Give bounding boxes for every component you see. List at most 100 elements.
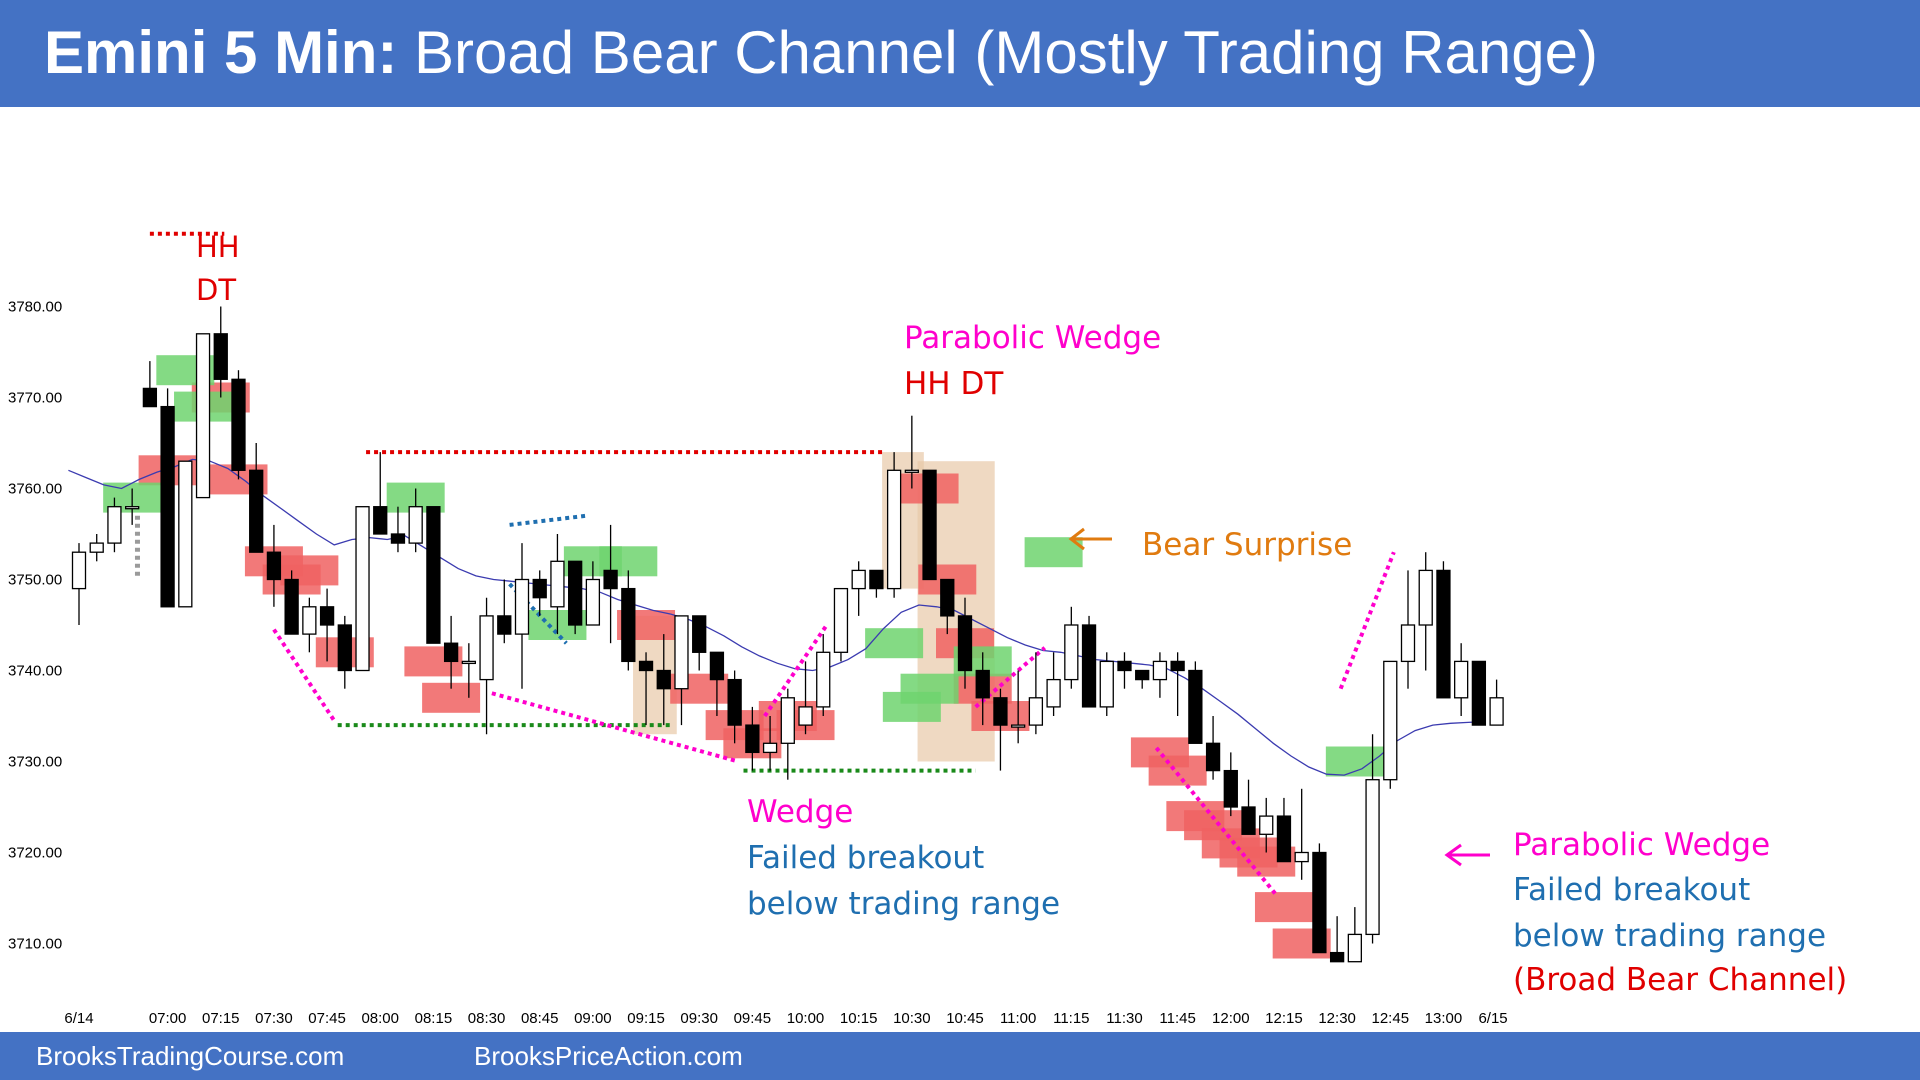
candle (886, 452, 902, 598)
wedge-line-6 (1338, 551, 1396, 690)
candle (816, 634, 831, 716)
annotation-label: Failed breakout (1513, 872, 1750, 908)
candle (1170, 652, 1185, 716)
bull-candle-body (355, 506, 370, 672)
candle (1294, 788, 1309, 880)
y-tick-label: 3770.00 (8, 390, 62, 407)
candle (940, 578, 955, 635)
x-tick-label: 09:30 (680, 1010, 718, 1027)
candle (497, 579, 512, 644)
bear-candle-body (1276, 815, 1292, 863)
bull-candle-body (798, 706, 813, 726)
footer-left-link[interactable]: BrooksTradingCourse.com (36, 1041, 345, 1071)
trendline-layer (134, 231, 1396, 895)
candle (568, 560, 583, 635)
candle (1011, 670, 1026, 744)
y-tick-label: 3740.00 (8, 663, 62, 680)
bear-candle-body (213, 333, 228, 380)
bear-candle-body (1170, 660, 1185, 672)
candle (266, 524, 282, 607)
y-tick-label: 3710.00 (8, 936, 62, 953)
x-tick-label: 11:45 (1159, 1010, 1195, 1027)
candle (851, 561, 866, 616)
bull-candle-body (1489, 697, 1504, 726)
sell-signal-box (1148, 755, 1207, 786)
candle (1064, 606, 1079, 689)
bear-candle-body (266, 551, 282, 581)
bull-candle-body (125, 506, 140, 510)
candle (1117, 652, 1132, 689)
buy-signal-box (865, 628, 924, 659)
bear-candle-body (638, 660, 654, 672)
candle (337, 615, 352, 689)
bear-candle-body (142, 387, 158, 408)
bull-candle-body (762, 742, 778, 754)
candle (550, 534, 565, 635)
bull-candle-body (1383, 660, 1398, 781)
annotation-label: Parabolic Wedge (1513, 827, 1770, 863)
bear-candle-body (1329, 951, 1345, 963)
candle (1081, 615, 1097, 708)
bull-candle-body (1454, 660, 1469, 699)
x-tick-label: 08:45 (521, 1010, 559, 1027)
candle (957, 597, 973, 689)
bull-candle-body (1347, 933, 1362, 963)
bull-candle-body (1064, 624, 1079, 681)
sell-signal-box (1254, 892, 1313, 923)
candle (1276, 797, 1292, 863)
candle (709, 651, 725, 716)
candle (745, 706, 760, 771)
y-tick-label: 3780.00 (8, 299, 62, 316)
bear-candle-body (993, 697, 1008, 726)
wedge-line-3 (763, 623, 829, 718)
bear-candle-body (1117, 660, 1132, 672)
bear-candle-body (1135, 669, 1150, 681)
candle (1312, 843, 1327, 954)
bull-candle-body (1028, 697, 1044, 726)
candle (319, 588, 335, 662)
candle (1489, 679, 1504, 726)
axis-layer: 3710.00 3720.00 3730.00 3740.00 3750.00 3760.… (8, 299, 1508, 1028)
bull-candle-body (107, 506, 122, 544)
candle (160, 388, 175, 608)
x-tick-label: 10:45 (946, 1010, 984, 1027)
bull-candle-body (816, 651, 831, 708)
bear-candle-body (160, 405, 175, 608)
bull-candle-body (1099, 660, 1114, 708)
bull-candle-body (1400, 624, 1416, 663)
bear-candle-body (319, 606, 335, 626)
candle (479, 597, 494, 735)
blue-wedge-line-2 (509, 513, 587, 527)
candle (585, 561, 601, 626)
bull-candle-body (461, 660, 476, 665)
bear-candle-body (940, 578, 955, 617)
candle (904, 415, 919, 489)
bear-candle-body (1205, 742, 1221, 772)
annotation-label: (Broad Bear Channel) (1513, 962, 1847, 998)
x-tick-label: 6/14 (64, 1010, 93, 1027)
bear-candle-body (1312, 851, 1327, 954)
annotation-label: Failed breakout (747, 840, 984, 876)
x-tick-label: 07:15 (202, 1010, 240, 1027)
candle (249, 443, 264, 553)
ema-line (68, 458, 1487, 776)
candle (1471, 660, 1487, 726)
x-tick-label: 13:00 (1425, 1010, 1463, 1027)
bear-candle-body (922, 469, 937, 581)
footer-right-link[interactable]: BrooksPriceAction.com (474, 1041, 743, 1071)
bear-candle-body (443, 642, 459, 663)
bull-candle-body (833, 587, 849, 653)
annotation-label: DT (196, 273, 236, 307)
x-tick-label: 12:45 (1372, 1010, 1410, 1027)
y-tick-label: 3760.00 (8, 481, 62, 498)
candle (408, 488, 423, 553)
bear-candle-body (692, 615, 707, 653)
candle (638, 652, 654, 726)
annotation-label: HH (196, 230, 240, 264)
candle (1205, 716, 1221, 780)
wedge-line-2 (491, 691, 739, 764)
annotation-layer: HH DT Parabolic Wedge HH DT Bear Surprise Wed… (196, 230, 1847, 998)
candle (1188, 661, 1203, 744)
bull-candle-body (1294, 851, 1309, 863)
y-tick-label: 3720.00 (8, 845, 62, 862)
